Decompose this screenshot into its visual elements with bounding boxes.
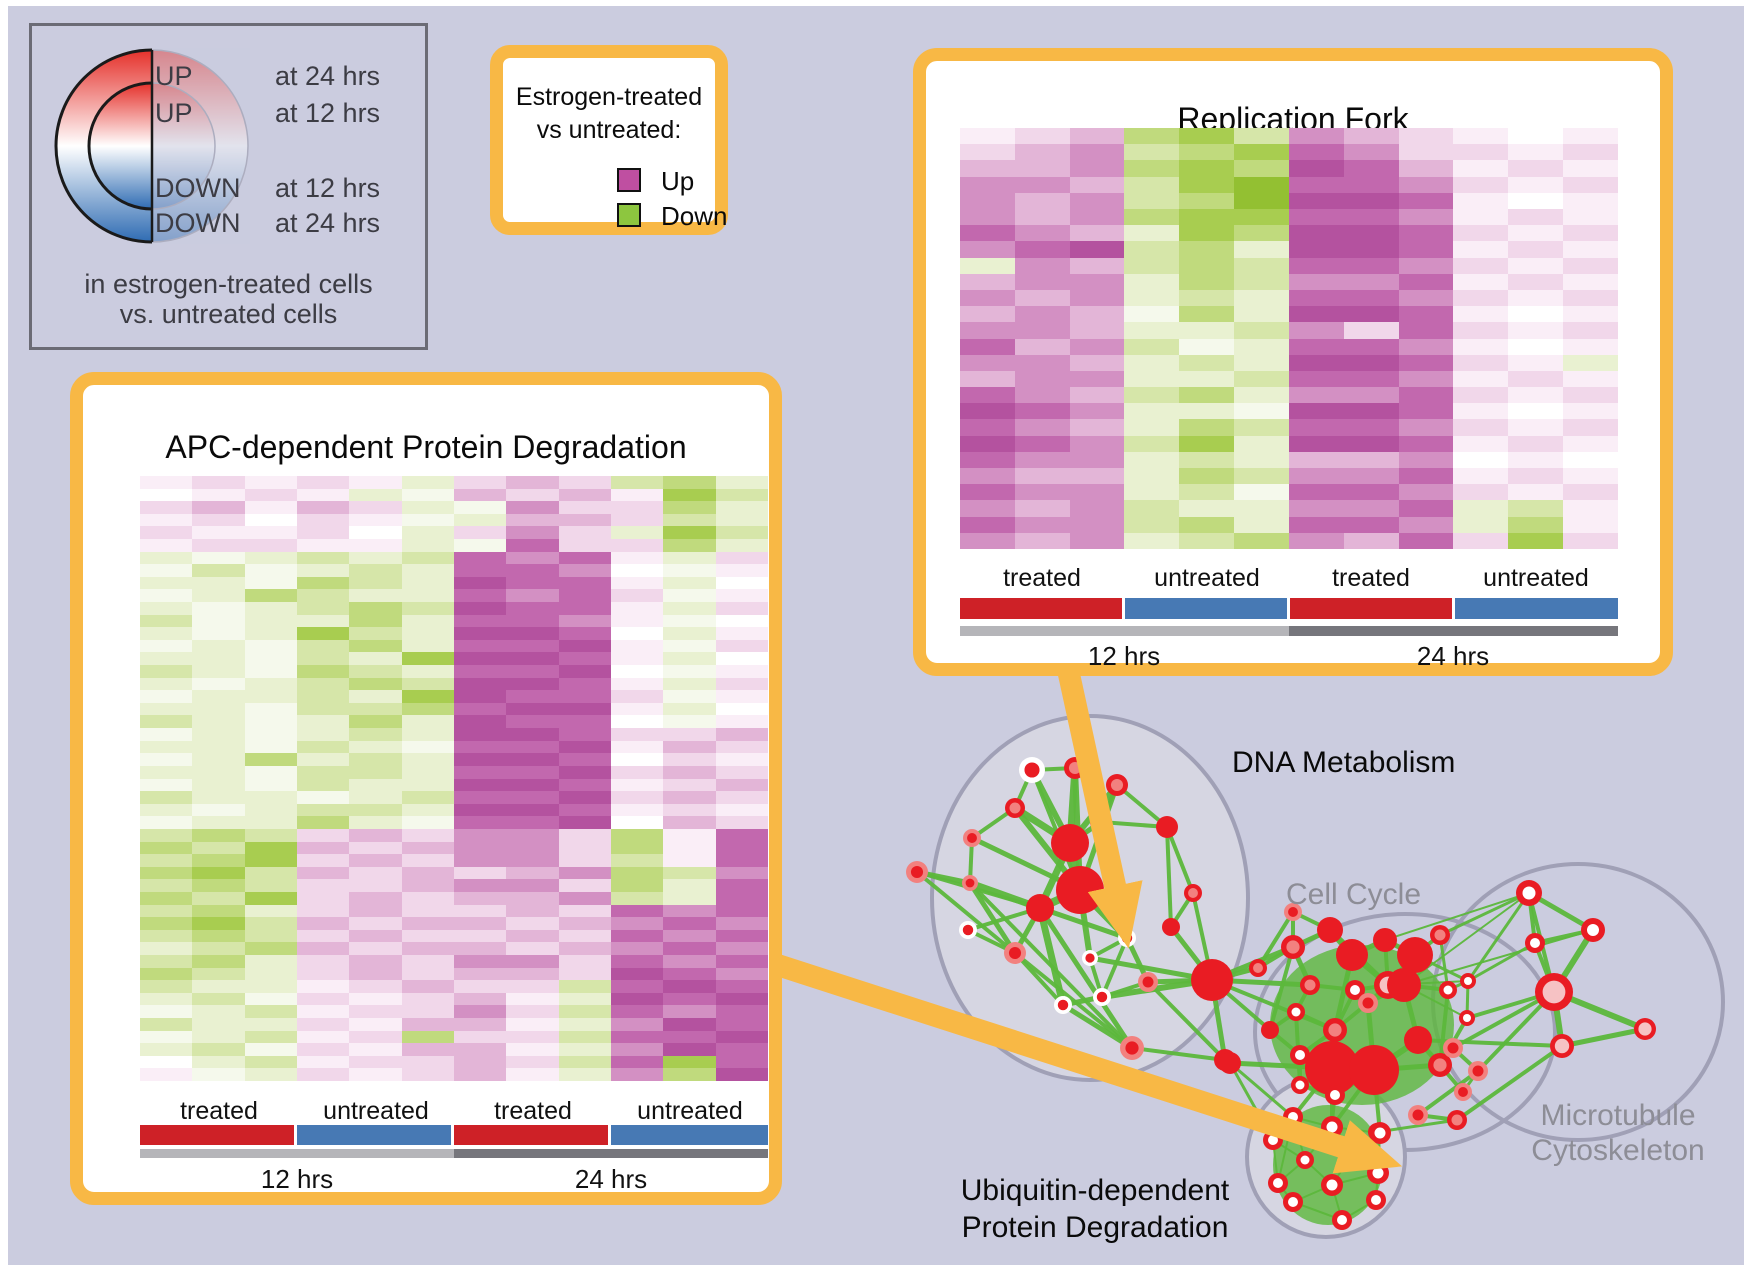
estrogen-legend-box: Estrogen-treated vs untreated: Up Down: [490, 45, 728, 235]
up-12-label: UP: [155, 98, 193, 128]
down-12-label: DOWN: [155, 173, 241, 203]
replication-fork-panel: Replication Fork treated untreated treat…: [913, 48, 1673, 676]
ubiquitin-label-line2: Protein Degradation: [961, 1211, 1229, 1244]
apc-group-label-4: untreated: [637, 1097, 743, 1125]
up-color-swatch: [617, 168, 641, 192]
rf-12hrs-label: 12 hrs: [1087, 641, 1161, 671]
apc-12hrs-bar: [140, 1149, 454, 1158]
rf-untreated-bar-1: [1125, 598, 1287, 619]
rf-24hrs-bar: [1289, 626, 1618, 636]
rf-untreated-bar-2: [1455, 598, 1618, 619]
apc-treated-bar-2: [454, 1125, 608, 1145]
apc-24hrs-bar: [454, 1149, 768, 1158]
cell-cycle-label: Cell Cycle: [1286, 878, 1422, 911]
up-12-time: at 12 hrs: [275, 98, 381, 128]
rf-group-label-2: untreated: [1154, 564, 1260, 592]
network-svg: [758, 607, 1725, 1239]
apc-title: APC-dependent Protein Degradation: [165, 429, 687, 465]
down-24-time: at 24 hrs: [275, 208, 381, 238]
outer-left-arc: [54, 48, 153, 244]
caption-line1: in estrogen-treated cells: [84, 269, 373, 299]
down-12-time: at 12 hrs: [275, 173, 381, 203]
apc-12hrs-label: 12 hrs: [260, 1164, 334, 1194]
down-item-label: Down: [661, 201, 728, 231]
apc-24hrs-label: 24 hrs: [574, 1164, 648, 1194]
down-color-swatch: [617, 203, 641, 227]
apc-group-label-1: treated: [180, 1097, 258, 1125]
apc-group-label-2: untreated: [323, 1097, 429, 1125]
apc-untreated-bar-1: [297, 1125, 451, 1145]
apc-treated-bar-1: [140, 1125, 294, 1145]
estrogen-title-line2: vs untreated:: [536, 116, 682, 144]
replication-fork-heatmap: [960, 128, 1618, 549]
ubiquitin-label: Ubiquitin-dependent Protein Degradation: [950, 1172, 1240, 1246]
rf-12hrs-bar: [960, 626, 1289, 636]
network-nodes: [906, 757, 1656, 1230]
caption-line2: vs. untreated cells: [119, 299, 338, 329]
rf-group-label-1: treated: [1003, 564, 1081, 592]
figure-canvas: UP at 24 hrs UP at 12 hrs DOWN at 12 hrs…: [8, 6, 1744, 1265]
dna-metabolism-label: DNA Metabolism: [1232, 746, 1456, 779]
rf-24hrs-label: 24 hrs: [1416, 641, 1490, 671]
apc-group-label-3: treated: [494, 1097, 572, 1125]
rf-group-label-3: treated: [1332, 564, 1410, 592]
microtubule-label: Microtubule Cytoskeleton: [1503, 1098, 1733, 1168]
estrogen-title-line1: Estrogen-treated: [515, 83, 703, 111]
inner-left-arc: [87, 81, 153, 211]
apc-heatmap: [140, 476, 768, 1081]
rf-group-label-4: untreated: [1483, 564, 1589, 592]
up-item-label: Up: [661, 166, 695, 196]
up-24-time: at 24 hrs: [275, 61, 381, 91]
up-24-label: UP: [155, 61, 193, 91]
apc-untreated-bar-2: [611, 1125, 768, 1145]
faded-right-half: [152, 48, 250, 244]
microtubule-label-line2: Cytoskeleton: [1531, 1134, 1705, 1167]
rf-treated-bar-2: [1290, 598, 1452, 619]
rf-treated-bar-1: [960, 598, 1122, 619]
updown-legend-box: UP at 24 hrs UP at 12 hrs DOWN at 12 hrs…: [29, 23, 428, 350]
apc-panel: APC-dependent Protein Degradation treate…: [70, 372, 782, 1205]
ubiquitin-label-line1: Ubiquitin-dependent: [960, 1174, 1230, 1207]
microtubule-label-line1: Microtubule: [1540, 1099, 1696, 1132]
down-24-label: DOWN: [155, 208, 241, 238]
updown-circle-diagram: [54, 48, 250, 244]
